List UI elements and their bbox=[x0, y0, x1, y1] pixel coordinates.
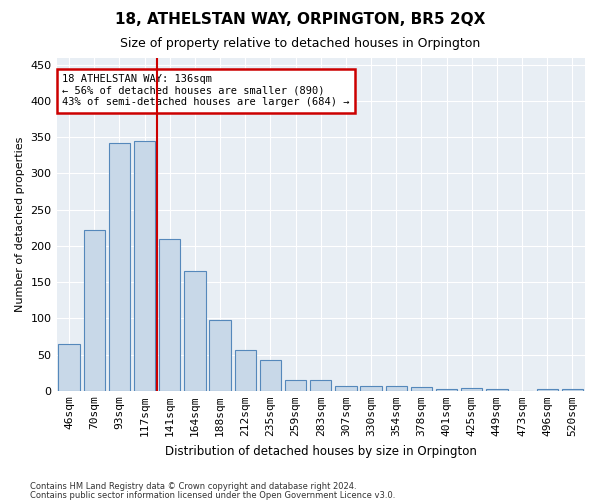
Bar bbox=[58, 344, 80, 391]
Text: Contains public sector information licensed under the Open Government Licence v3: Contains public sector information licen… bbox=[30, 490, 395, 500]
Bar bbox=[134, 141, 155, 391]
Bar bbox=[209, 320, 231, 391]
Bar bbox=[83, 230, 105, 391]
Bar bbox=[109, 143, 130, 391]
Bar bbox=[536, 388, 558, 391]
Bar bbox=[386, 386, 407, 391]
Bar bbox=[486, 390, 508, 391]
Bar bbox=[260, 360, 281, 391]
Bar bbox=[310, 380, 331, 391]
Bar bbox=[361, 386, 382, 391]
Bar bbox=[461, 388, 482, 391]
Text: Size of property relative to detached houses in Orpington: Size of property relative to detached ho… bbox=[120, 38, 480, 51]
Bar bbox=[562, 390, 583, 391]
X-axis label: Distribution of detached houses by size in Orpington: Distribution of detached houses by size … bbox=[165, 444, 477, 458]
Text: Contains HM Land Registry data © Crown copyright and database right 2024.: Contains HM Land Registry data © Crown c… bbox=[30, 482, 356, 491]
Bar bbox=[411, 387, 432, 391]
Bar bbox=[184, 272, 206, 391]
Text: 18 ATHELSTAN WAY: 136sqm
← 56% of detached houses are smaller (890)
43% of semi-: 18 ATHELSTAN WAY: 136sqm ← 56% of detach… bbox=[62, 74, 349, 108]
Y-axis label: Number of detached properties: Number of detached properties bbox=[15, 136, 25, 312]
Bar bbox=[159, 238, 181, 391]
Bar bbox=[335, 386, 356, 391]
Bar bbox=[235, 350, 256, 391]
Bar bbox=[436, 390, 457, 391]
Text: 18, ATHELSTAN WAY, ORPINGTON, BR5 2QX: 18, ATHELSTAN WAY, ORPINGTON, BR5 2QX bbox=[115, 12, 485, 28]
Bar bbox=[285, 380, 307, 391]
